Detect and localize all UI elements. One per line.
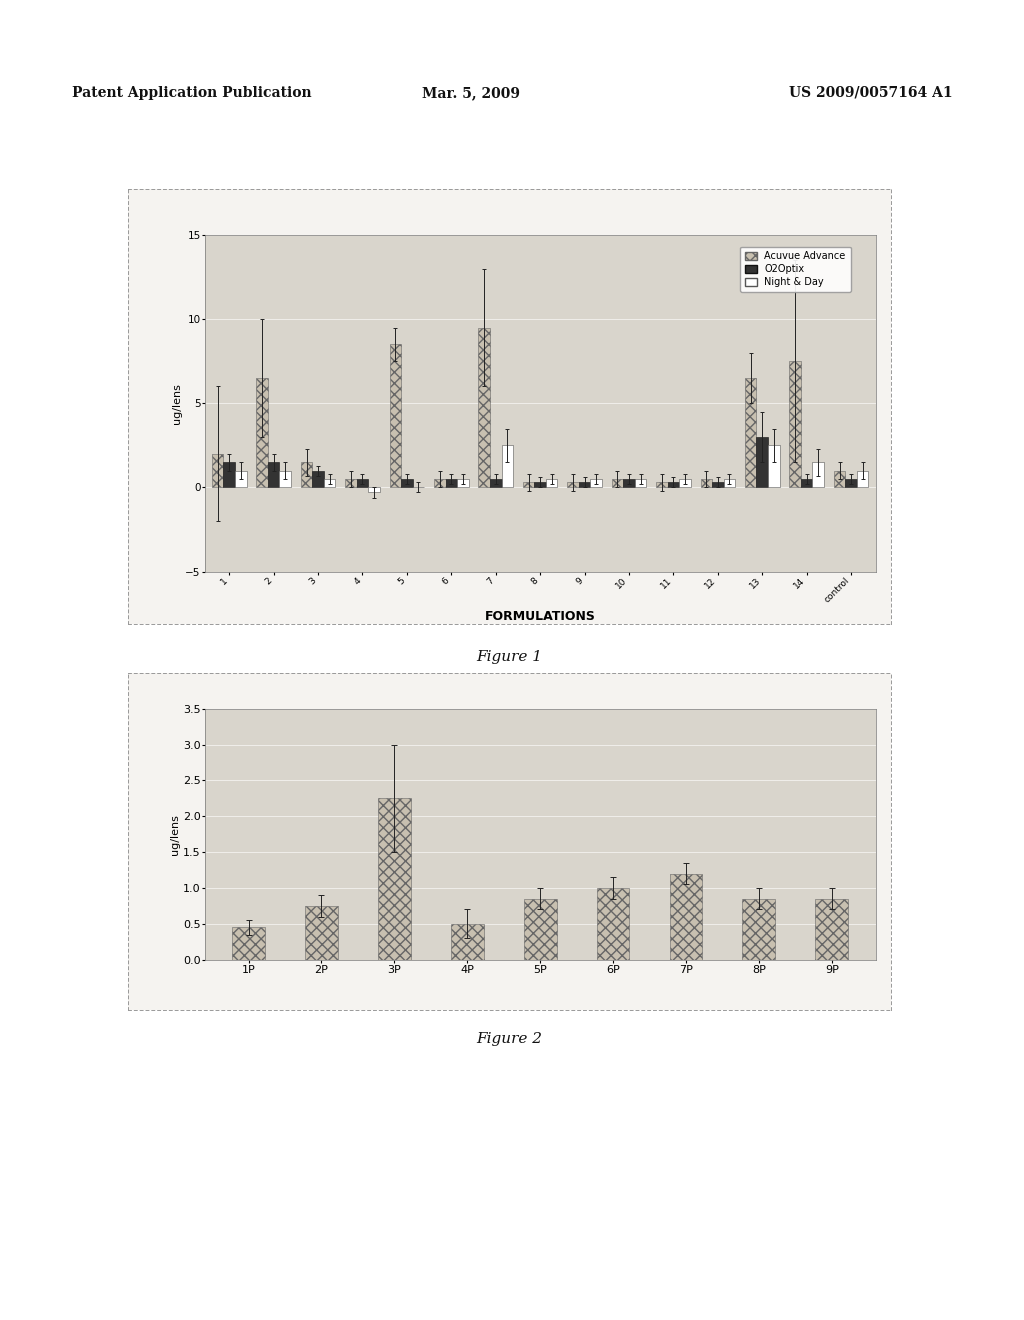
X-axis label: FORMULATIONS: FORMULATIONS (484, 610, 596, 623)
Bar (356, 479, 369, 487)
Bar (223, 462, 234, 487)
Bar (523, 482, 535, 487)
Bar (801, 479, 812, 487)
Bar (312, 470, 324, 487)
Bar (369, 487, 380, 492)
Bar (567, 482, 579, 487)
Bar (523, 899, 557, 960)
Bar (624, 479, 635, 487)
Bar (834, 470, 846, 487)
Bar (724, 479, 735, 487)
Bar (305, 906, 338, 960)
Y-axis label: ug/lens: ug/lens (172, 383, 182, 424)
Bar (234, 470, 247, 487)
Bar (668, 482, 679, 487)
Bar (301, 462, 312, 487)
Bar (546, 479, 557, 487)
Bar (742, 899, 775, 960)
Bar (457, 479, 469, 487)
Bar (790, 362, 801, 487)
Bar (857, 470, 868, 487)
Y-axis label: ug/lens: ug/lens (170, 814, 180, 854)
Bar (256, 378, 268, 487)
Bar (700, 479, 712, 487)
Text: Figure 2: Figure 2 (476, 1032, 543, 1047)
Text: Figure 1: Figure 1 (476, 651, 543, 664)
Text: US 2009/0057164 A1: US 2009/0057164 A1 (788, 86, 952, 100)
Bar (280, 470, 291, 487)
Bar (591, 479, 602, 487)
Text: Patent Application Publication: Patent Application Publication (72, 86, 311, 100)
Bar (597, 888, 630, 960)
Bar (451, 924, 483, 960)
Legend: Acuvue Advance, O2Optix, Night & Day: Acuvue Advance, O2Optix, Night & Day (740, 247, 851, 292)
Bar (324, 479, 336, 487)
Bar (656, 482, 668, 487)
Bar (812, 462, 824, 487)
Bar (635, 479, 646, 487)
Bar (535, 482, 546, 487)
Bar (744, 378, 757, 487)
Bar (846, 479, 857, 487)
Bar (232, 928, 265, 960)
Text: Mar. 5, 2009: Mar. 5, 2009 (422, 86, 520, 100)
Bar (502, 445, 513, 487)
Bar (445, 479, 457, 487)
Bar (579, 482, 591, 487)
Bar (434, 479, 445, 487)
Bar (757, 437, 768, 487)
Bar (378, 799, 411, 960)
Bar (268, 462, 280, 487)
Bar (679, 479, 691, 487)
Bar (212, 454, 223, 487)
Bar (489, 479, 502, 487)
Bar (478, 327, 489, 487)
Bar (345, 479, 356, 487)
Bar (670, 874, 702, 960)
Bar (815, 899, 848, 960)
Bar (389, 345, 401, 487)
Bar (712, 482, 724, 487)
Bar (611, 479, 624, 487)
Bar (401, 479, 413, 487)
Bar (768, 445, 779, 487)
